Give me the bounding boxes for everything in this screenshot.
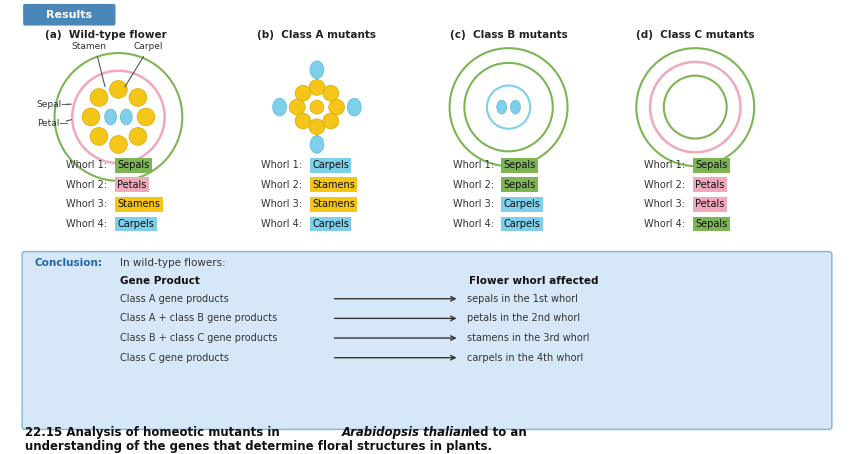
Ellipse shape xyxy=(105,109,117,125)
Text: stamens in the 3rd whorl: stamens in the 3rd whorl xyxy=(467,333,589,343)
Text: Whorl 4:: Whorl 4: xyxy=(643,219,688,229)
Text: Whorl 1:: Whorl 1: xyxy=(66,160,111,170)
Circle shape xyxy=(328,99,344,115)
Circle shape xyxy=(90,89,107,106)
Text: Whorl 3:: Whorl 3: xyxy=(66,199,111,209)
Circle shape xyxy=(129,128,147,145)
Text: Petals: Petals xyxy=(694,180,724,190)
Circle shape xyxy=(308,79,325,95)
Text: (a)  Wild-type flower: (a) Wild-type flower xyxy=(44,30,166,40)
Text: Stamen: Stamen xyxy=(72,42,106,51)
Text: Sepal—: Sepal— xyxy=(37,100,71,109)
Text: (c)  Class B mutants: (c) Class B mutants xyxy=(449,30,567,40)
Text: Class B + class C gene products: Class B + class C gene products xyxy=(120,333,278,343)
Ellipse shape xyxy=(509,100,520,114)
Text: understanding of the genes that determine floral structures in plants.: understanding of the genes that determin… xyxy=(25,439,492,453)
Text: Results: Results xyxy=(46,10,92,20)
Text: Carpels: Carpels xyxy=(503,219,540,229)
Circle shape xyxy=(289,99,305,115)
Text: Whorl 3:: Whorl 3: xyxy=(261,199,305,209)
Text: In wild-type flowers:: In wild-type flowers: xyxy=(120,258,226,268)
Text: Carpels: Carpels xyxy=(503,199,540,209)
Circle shape xyxy=(82,108,100,126)
Text: Sepals: Sepals xyxy=(694,160,727,170)
Text: Whorl 4:: Whorl 4: xyxy=(452,219,496,229)
Text: Sepals: Sepals xyxy=(118,160,149,170)
Ellipse shape xyxy=(120,109,132,125)
Circle shape xyxy=(137,108,154,126)
Circle shape xyxy=(295,85,310,101)
Text: Sepals: Sepals xyxy=(503,160,535,170)
Circle shape xyxy=(90,128,107,145)
Text: Whorl 2:: Whorl 2: xyxy=(66,180,111,190)
Ellipse shape xyxy=(496,100,506,114)
Text: Gene Product: Gene Product xyxy=(120,276,200,286)
Circle shape xyxy=(676,89,712,125)
Text: Class A + class B gene products: Class A + class B gene products xyxy=(120,313,277,323)
Text: Carpel: Carpel xyxy=(133,42,163,51)
Circle shape xyxy=(295,113,310,129)
Circle shape xyxy=(323,85,338,101)
Circle shape xyxy=(323,113,338,129)
Text: Carpels: Carpels xyxy=(118,219,154,229)
Text: Petal—: Petal— xyxy=(37,119,68,128)
Text: Whorl 2:: Whorl 2: xyxy=(261,180,305,190)
Text: Carpels: Carpels xyxy=(312,219,348,229)
Text: led to an: led to an xyxy=(463,426,527,439)
Text: Carpels: Carpels xyxy=(312,160,348,170)
Text: carpels in the 4th whorl: carpels in the 4th whorl xyxy=(467,353,583,363)
Circle shape xyxy=(109,136,127,153)
Text: Whorl 2:: Whorl 2: xyxy=(643,180,688,190)
Text: Stamens: Stamens xyxy=(312,180,354,190)
Text: petals in the 2nd whorl: petals in the 2nd whorl xyxy=(467,313,579,323)
Text: Whorl 3:: Whorl 3: xyxy=(452,199,496,209)
Text: Arabidopsis thalian: Arabidopsis thalian xyxy=(341,426,469,439)
Circle shape xyxy=(308,119,325,135)
Ellipse shape xyxy=(347,98,360,116)
FancyBboxPatch shape xyxy=(22,252,831,429)
Circle shape xyxy=(309,100,324,114)
Circle shape xyxy=(129,89,147,106)
Text: Sepals: Sepals xyxy=(694,219,727,229)
Text: Whorl 1:: Whorl 1: xyxy=(643,160,688,170)
Text: Whorl 2:: Whorl 2: xyxy=(452,180,496,190)
Circle shape xyxy=(109,80,127,98)
Text: (b)  Class A mutants: (b) Class A mutants xyxy=(257,30,376,40)
Text: Stamens: Stamens xyxy=(312,199,354,209)
Ellipse shape xyxy=(309,136,324,153)
Text: sepals in the 1st whorl: sepals in the 1st whorl xyxy=(467,294,578,304)
Ellipse shape xyxy=(273,98,286,116)
Ellipse shape xyxy=(309,61,324,79)
Text: Class A gene products: Class A gene products xyxy=(120,294,229,304)
Text: 22.15 Analysis of homeotic mutants in: 22.15 Analysis of homeotic mutants in xyxy=(25,426,284,439)
FancyBboxPatch shape xyxy=(23,4,115,25)
Text: Petals: Petals xyxy=(694,199,724,209)
Text: Flower whorl affected: Flower whorl affected xyxy=(469,276,598,286)
Text: Class C gene products: Class C gene products xyxy=(120,353,229,363)
Text: Stamens: Stamens xyxy=(118,199,160,209)
Text: Whorl 4:: Whorl 4: xyxy=(261,219,305,229)
Text: Whorl 4:: Whorl 4: xyxy=(66,219,111,229)
Text: Conclusion:: Conclusion: xyxy=(35,258,103,268)
Text: Whorl 1:: Whorl 1: xyxy=(452,160,496,170)
Text: Whorl 3:: Whorl 3: xyxy=(643,199,688,209)
Text: Whorl 1:: Whorl 1: xyxy=(261,160,305,170)
Text: (d)  Class C mutants: (d) Class C mutants xyxy=(636,30,754,40)
Text: Petals: Petals xyxy=(118,180,147,190)
Text: Sepals: Sepals xyxy=(503,180,535,190)
